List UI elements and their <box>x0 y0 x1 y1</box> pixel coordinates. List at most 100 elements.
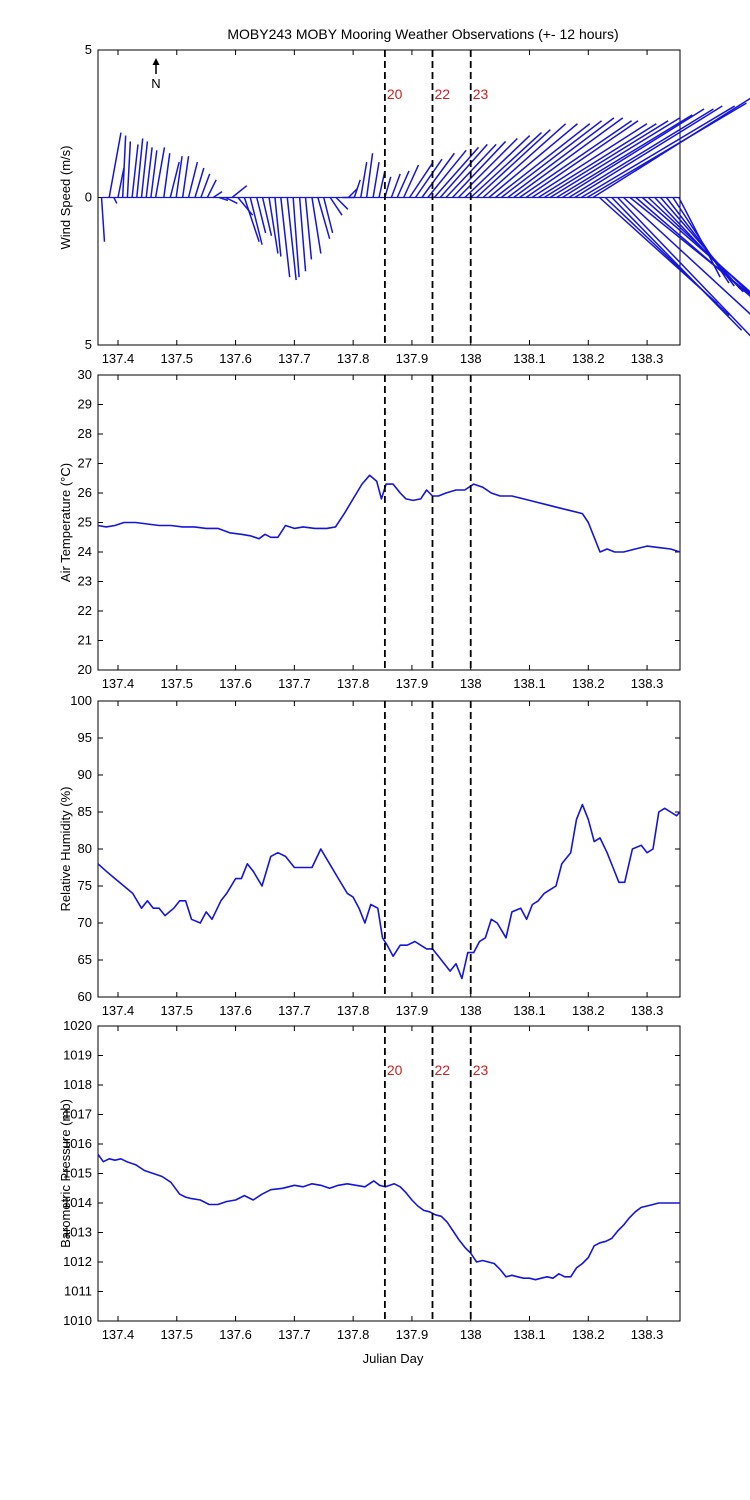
barometric-pressure-panel: 1010 1011 1012 1013 1014 1015 1016 1017 1018 1019… <box>58 1018 681 1342</box>
wind-stick <box>457 137 518 199</box>
wind-stick <box>531 123 648 199</box>
y-tick-label: 100 <box>70 693 92 708</box>
wind-stick <box>476 129 551 199</box>
y-axis-label: Wind Speed (m/s) <box>58 145 73 249</box>
wind-stick <box>513 117 624 199</box>
axes-frame <box>97 700 681 998</box>
north-arrow: N <box>151 58 161 91</box>
y-tick-label: 28 <box>78 426 92 441</box>
x-tick-label: 137.5 <box>161 676 194 691</box>
wind-stick <box>390 173 401 198</box>
x-tick-label: 137.9 <box>396 1003 429 1018</box>
wind-stick <box>408 161 434 198</box>
wind-stick <box>592 97 750 199</box>
wind-stick <box>500 120 603 199</box>
y-tick-label: 30 <box>78 367 92 382</box>
wind-stick <box>292 197 300 278</box>
wind-stick <box>163 153 171 198</box>
x-tick-label: 137.9 <box>396 351 429 366</box>
wind-stick <box>218 196 229 202</box>
x-tick-label: 137.5 <box>161 1327 194 1342</box>
x-tick-label: 137.7 <box>278 676 311 691</box>
x-tick-label: 137.4 <box>102 1327 135 1342</box>
y-tick-label: 65 <box>78 952 92 967</box>
wind-stick <box>396 170 410 198</box>
y-tick-label: 29 <box>78 397 92 412</box>
y-tick-label: 20 <box>78 662 92 677</box>
y-tick-label: 23 <box>78 574 92 589</box>
wind-stick <box>225 196 238 205</box>
y-tick-label: 1020 <box>63 1018 92 1033</box>
x-tick-label: 138.2 <box>572 1327 605 1342</box>
y-tick-label: 90 <box>78 767 92 782</box>
wind-stick <box>200 173 211 198</box>
y-tick-label: 1017 <box>63 1107 92 1122</box>
air-temperature-line <box>97 474 681 553</box>
wind-stick <box>451 140 507 199</box>
wind-stick <box>580 105 736 199</box>
wind-stick <box>635 196 750 298</box>
y-tick-label: 1010 <box>63 1313 92 1328</box>
wind-stick <box>562 108 705 199</box>
wind-stick <box>537 123 657 199</box>
wind-stick <box>488 123 578 199</box>
x-tick-label: 138.1 <box>513 1003 546 1018</box>
relative-humidity-panel: 60 65 70 75 80 85 90 95 100 137.4 137.5 137.6 137.7 1… <box>58 693 681 1018</box>
y-tick-label: 1011 <box>64 1284 92 1299</box>
y-tick-label: 24 <box>78 544 92 559</box>
wind-stick <box>678 197 721 278</box>
wind-stick <box>100 197 106 242</box>
wind-stick <box>145 147 153 198</box>
y-axis-label: Barometric Pressure (mb) <box>58 1099 73 1248</box>
y-tick-label: 1015 <box>63 1166 92 1181</box>
y-tick-label: 60 <box>78 989 92 1004</box>
y-tick-label: 22 <box>78 603 92 618</box>
wind-stick <box>136 138 144 198</box>
x-tick-label: 138 <box>460 351 482 366</box>
wind-stick <box>470 132 543 199</box>
wind-stick <box>347 188 358 199</box>
y-tick-label: 5 <box>85 337 92 352</box>
y-tick-label: 1014 <box>63 1195 92 1210</box>
wind-stick <box>519 120 633 199</box>
wind-stick <box>384 176 392 198</box>
wind-stick <box>372 161 380 198</box>
wind-stick <box>117 167 125 198</box>
x-axis-label: Julian Day <box>363 1351 424 1366</box>
x-tick-label: 137.7 <box>278 351 311 366</box>
wind-stick <box>261 197 273 237</box>
x-tick-label: 137.5 <box>161 1003 194 1018</box>
y-tick-label: 1012 <box>63 1254 92 1269</box>
wind-stick <box>255 197 267 234</box>
wind-stick <box>298 197 307 272</box>
wind-stick <box>360 161 368 198</box>
marker-label: 22 <box>435 86 451 102</box>
x-tick-label: 137.8 <box>337 1003 370 1018</box>
wind-stick <box>231 185 248 199</box>
x-tick-label: 137.7 <box>278 1327 311 1342</box>
wind-stick <box>507 117 615 199</box>
y-tick-label: 95 <box>78 730 92 745</box>
y-tick-label: 70 <box>78 915 92 930</box>
wind-stick <box>311 197 322 254</box>
wind-stick <box>421 152 455 198</box>
wind-stick <box>641 196 750 293</box>
x-tick-label: 137.8 <box>337 1327 370 1342</box>
marker-label: 23 <box>473 1062 489 1078</box>
wind-stick <box>414 158 443 198</box>
wind-stick <box>175 156 183 198</box>
wind-stick <box>206 179 217 198</box>
wind-stick <box>543 120 669 199</box>
y-tick-label: 5 <box>85 42 92 57</box>
wind-stick <box>378 170 386 198</box>
y-tick-label: 0 <box>85 190 92 205</box>
y-tick-label: 1016 <box>63 1136 92 1151</box>
x-tick-label: 137.4 <box>102 1003 135 1018</box>
marker-label: 23 <box>473 86 489 102</box>
x-tick-label: 138.2 <box>572 351 605 366</box>
wind-stick <box>574 105 723 199</box>
y-tick-label: 75 <box>78 878 92 893</box>
x-tick-label: 137.4 <box>102 676 135 691</box>
axes-frame <box>97 374 681 671</box>
wind-stick <box>556 114 693 199</box>
